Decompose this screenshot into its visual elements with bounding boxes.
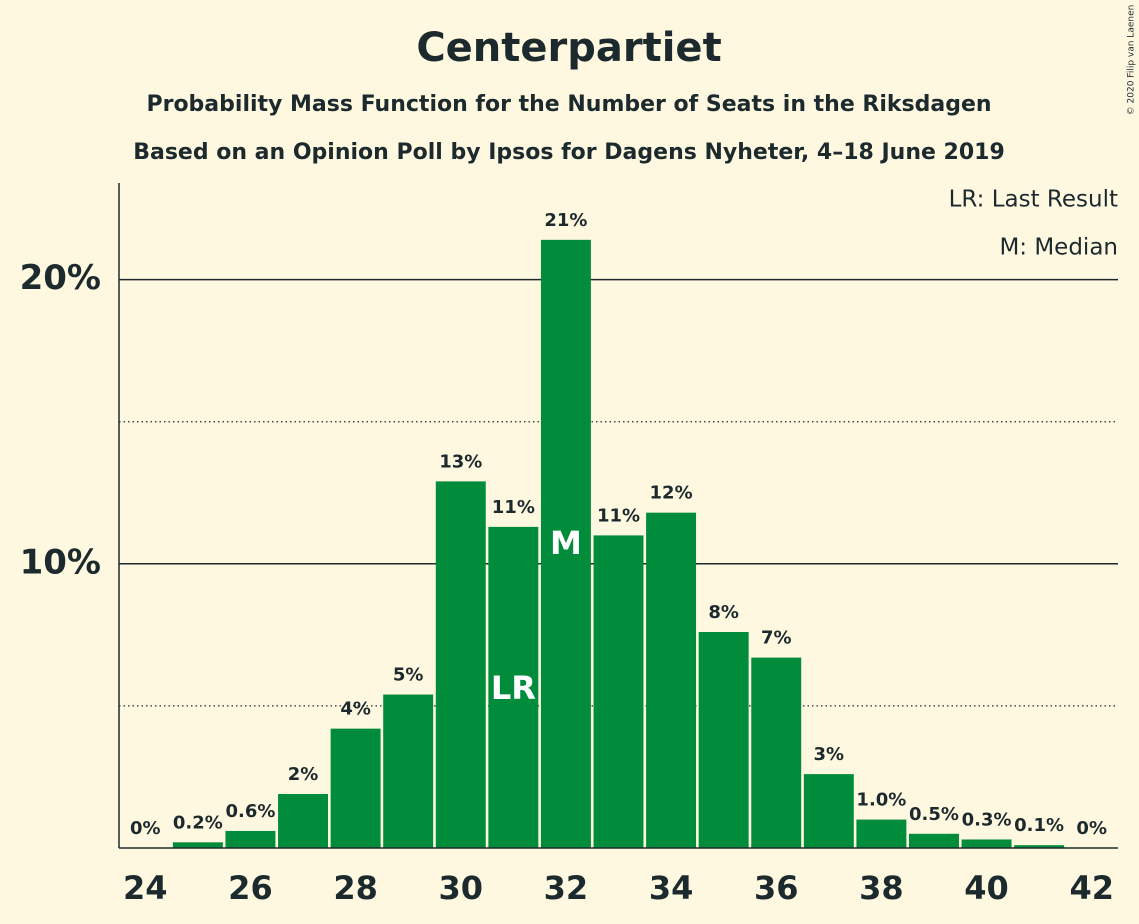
- value-label: 8%: [708, 602, 739, 623]
- bar: [225, 830, 276, 848]
- value-label: 3%: [814, 744, 845, 765]
- value-label: 11%: [597, 505, 640, 526]
- bar: [488, 526, 539, 848]
- x-tick-label: 42: [1069, 869, 1114, 907]
- x-tick-label: 32: [544, 869, 589, 907]
- value-label: 0%: [1076, 818, 1107, 839]
- chart-subtitle: Based on an Opinion Poll by Ipsos for Da…: [133, 140, 1005, 165]
- value-label: 0.3%: [962, 809, 1012, 830]
- x-tick-label: 30: [438, 869, 483, 907]
- x-tick-label: 26: [228, 869, 273, 907]
- x-tick-label: 28: [333, 869, 378, 907]
- x-tick-label: 34: [649, 869, 694, 907]
- bar: [1014, 845, 1065, 848]
- bar: [383, 694, 434, 848]
- copyright: © 2020 Filip van Laenen: [1127, 5, 1137, 116]
- bar: [961, 839, 1012, 848]
- bar: [646, 512, 697, 848]
- chart-title: Centerpartiet: [416, 25, 721, 71]
- value-label: 0.5%: [909, 804, 959, 825]
- value-label: 5%: [393, 665, 424, 686]
- value-label: 0%: [130, 818, 161, 839]
- x-tick-label: 38: [859, 869, 904, 907]
- x-tick-label: 36: [754, 869, 799, 907]
- value-label: 0.1%: [1014, 815, 1064, 836]
- value-label: 1.0%: [856, 790, 906, 811]
- bar: [908, 833, 959, 848]
- bar: [751, 657, 802, 848]
- y-tick-label: 20%: [20, 258, 101, 298]
- legend-entry: LR: Last Result: [949, 187, 1118, 213]
- chart-subtitle: Probability Mass Function for the Number…: [146, 92, 991, 117]
- value-label: 4%: [340, 699, 371, 720]
- value-label: 2%: [288, 764, 319, 785]
- bar: [593, 535, 644, 848]
- value-label: 11%: [492, 497, 535, 518]
- legend-entry: M: Median: [999, 235, 1118, 261]
- bar: [698, 632, 749, 848]
- value-label: 0.6%: [225, 801, 275, 822]
- bar-annotation: LR: [491, 669, 536, 707]
- value-label: 12%: [650, 483, 693, 504]
- x-tick-label: 24: [123, 869, 168, 907]
- y-tick-label: 10%: [20, 542, 101, 582]
- bar: [435, 481, 486, 848]
- value-label: 13%: [439, 451, 482, 472]
- value-label: 7%: [761, 628, 792, 649]
- bar: [330, 728, 381, 848]
- bar: [856, 819, 907, 848]
- value-label: 21%: [544, 210, 587, 231]
- value-label: 0.2%: [173, 812, 223, 833]
- bar-annotation: M: [550, 524, 582, 562]
- bar: [540, 239, 591, 849]
- bar: [278, 794, 329, 848]
- x-tick-label: 40: [964, 869, 1009, 907]
- bar: [172, 842, 223, 848]
- bar: [803, 774, 854, 848]
